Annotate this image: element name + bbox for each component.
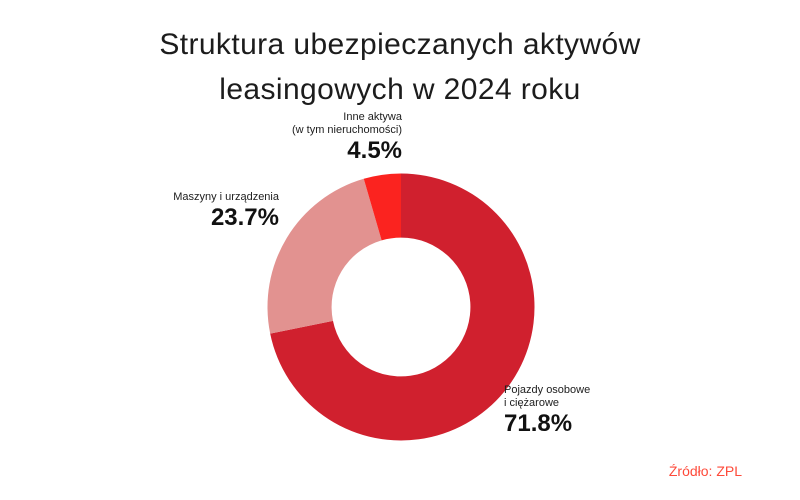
label-maszyny-urzadzenia: Maszyny i urządzenia 23.7%: [173, 191, 279, 231]
donut-chart: [267, 173, 535, 441]
label-maszyny-value: 23.7%: [210, 204, 279, 231]
label-inne-aktywa: Inne aktywa (w tym nieruchomości) 4.5%: [291, 111, 402, 164]
pie-slice-0: [270, 173, 535, 441]
pie-slice-1: [267, 178, 382, 334]
label-pojazdy-value: 71.8%: [504, 410, 573, 437]
chart-title-line1: Struktura ubezpieczanych aktywów: [159, 28, 641, 61]
label-inne-aktywa-text-line2: (w tym nieruchomości): [291, 124, 402, 136]
chart-title-line2: leasingowych w 2024 roku: [219, 73, 581, 106]
label-pojazdy-text-line2: i ciężarowe: [504, 397, 560, 409]
source-caption: Źródło: ZPL: [668, 463, 742, 479]
label-pojazdy-osobowe: Pojazdy osobowe i ciężarowe 71.8%: [504, 384, 591, 437]
label-maszyny-text: Maszyny i urządzenia: [173, 191, 279, 203]
label-inne-aktywa-text-line1: Inne aktywa: [343, 111, 402, 123]
label-inne-aktywa-value: 4.5%: [347, 137, 402, 164]
label-pojazdy-text-line1: Pojazdy osobowe: [504, 384, 591, 396]
chart-title: Struktura ubezpieczanych aktywów leasing…: [0, 22, 800, 112]
pie-slice-2: [363, 173, 401, 241]
